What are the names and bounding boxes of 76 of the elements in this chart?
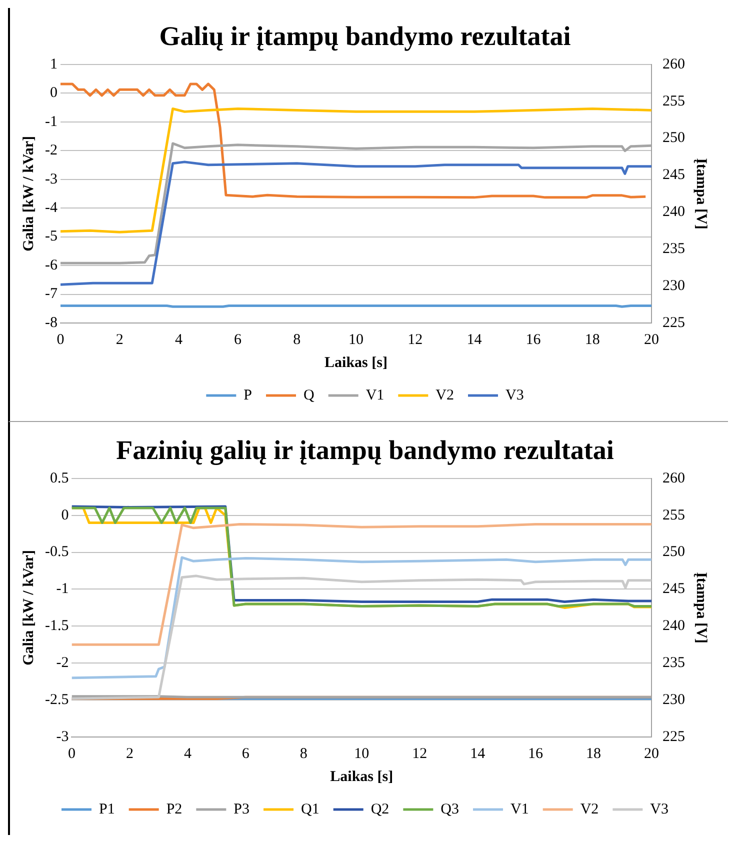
y-axis-title: Galia [kW / kVar] xyxy=(20,136,37,252)
x-tick-label: 4 xyxy=(184,746,192,762)
y2-tick-label: 245 xyxy=(662,581,685,598)
y2-tick-label: 235 xyxy=(662,655,685,672)
y-tick-label: -6 xyxy=(44,257,58,274)
x-tick-label: 12 xyxy=(412,746,428,762)
y-tick-label: -1 xyxy=(56,581,69,598)
y2-tick-label: 240 xyxy=(662,618,685,634)
x-tick-label: 12 xyxy=(408,332,423,348)
y2-tick-label: 250 xyxy=(662,544,685,560)
y2-tick-label: 250 xyxy=(662,130,685,146)
legend-label: V2 xyxy=(436,387,454,404)
x-axis-title: Laikas [s] xyxy=(324,354,388,371)
x-tick-label: 18 xyxy=(586,746,602,762)
y-tick-label: 0 xyxy=(61,507,69,524)
y-tick-label: -5 xyxy=(44,228,58,245)
y-tick-label: -8 xyxy=(44,314,58,331)
y-tick-label: -1.5 xyxy=(44,618,69,634)
x-tick-label: 20 xyxy=(644,332,659,348)
x-tick-label: 10 xyxy=(354,746,370,762)
y2-tick-label: 225 xyxy=(662,728,685,745)
x-tick-label: 10 xyxy=(348,332,364,348)
legend-label: Q3 xyxy=(440,801,460,818)
y-tick-label: -4 xyxy=(44,200,58,216)
legend-label: Q1 xyxy=(301,801,320,818)
y2-tick-label: 230 xyxy=(662,692,685,708)
x-tick-label: 6 xyxy=(242,746,250,762)
y2-tick-label: 255 xyxy=(662,507,685,524)
y-tick-label: -7 xyxy=(44,286,58,302)
x-tick-label: 8 xyxy=(293,332,301,348)
legend-label: P2 xyxy=(166,801,182,818)
y-tick-label: 0.5 xyxy=(50,470,69,486)
y2-tick-label: 230 xyxy=(662,278,685,294)
x-tick-label: 8 xyxy=(300,746,308,762)
legend-label: V3 xyxy=(506,387,524,404)
legend-label: P xyxy=(244,387,252,404)
chart-title: Galių ir įtampų bandymo rezultatai xyxy=(159,21,572,52)
x-tick-label: 2 xyxy=(126,746,134,762)
y-tick-label: -3 xyxy=(56,728,69,745)
y2-tick-label: 235 xyxy=(662,241,685,258)
y-tick-label: -3 xyxy=(44,171,58,188)
legend-label: P3 xyxy=(234,801,250,818)
y-tick-label: -2 xyxy=(56,655,69,672)
y-tick-label: 0 xyxy=(50,85,58,102)
y-tick-label: -1 xyxy=(44,114,58,130)
y-tick-label: -2 xyxy=(44,142,58,159)
y2-tick-label: 260 xyxy=(662,56,685,72)
y2-tick-label: 245 xyxy=(662,167,685,184)
legend-label: V1 xyxy=(366,387,384,404)
y-tick-label: -0.5 xyxy=(44,544,69,560)
y2-tick-label: 240 xyxy=(662,204,685,220)
x-tick-label: 14 xyxy=(470,746,486,762)
x-axis-title: Laikas [s] xyxy=(330,768,394,785)
x-tick-label: 18 xyxy=(584,332,600,348)
x-tick-label: 6 xyxy=(234,332,242,348)
legend-label: P1 xyxy=(98,801,115,818)
legend-label: V2 xyxy=(580,801,599,818)
x-tick-label: 4 xyxy=(174,332,183,348)
chart-title: Fazinių galių ir įtampų bandymo rezultatai xyxy=(116,435,614,466)
y-axis-title: Galia [kW / kVar] xyxy=(20,550,37,666)
y2-tick-label: 260 xyxy=(662,470,685,486)
legend-label: V1 xyxy=(510,801,529,818)
x-tick-label: 16 xyxy=(526,332,542,348)
y-tick-label: 1 xyxy=(50,56,58,72)
legend-label: Q xyxy=(304,387,315,404)
y2-tick-label: 255 xyxy=(662,93,685,110)
legend-label: V3 xyxy=(650,801,669,818)
x-tick-label: 14 xyxy=(466,332,482,348)
x-tick-label: 20 xyxy=(644,746,659,762)
legend-label: Q2 xyxy=(370,801,390,818)
y2-axis-title: Įtampa [V] xyxy=(693,572,710,644)
y2-axis-title: Įtampa [V] xyxy=(693,158,710,230)
x-tick-label: 16 xyxy=(528,746,544,762)
x-tick-label: 2 xyxy=(116,332,124,348)
y-tick-label: -2.5 xyxy=(44,692,69,708)
y2-tick-label: 225 xyxy=(662,314,685,331)
